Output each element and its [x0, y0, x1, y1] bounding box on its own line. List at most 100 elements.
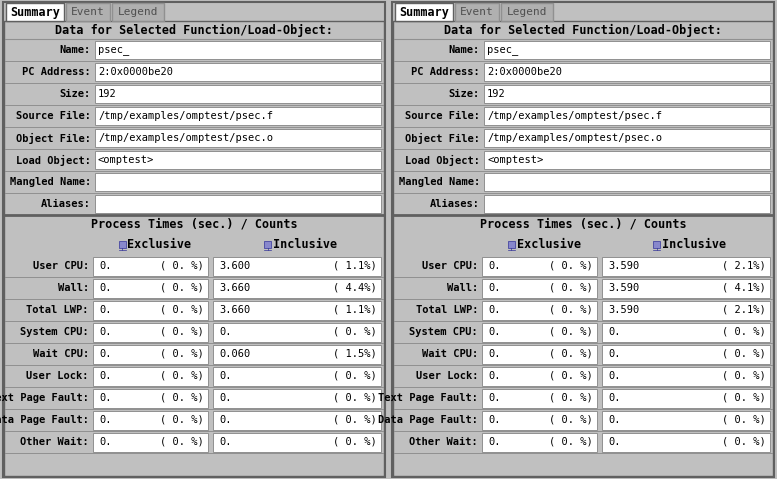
Bar — [93, 322, 208, 342]
Text: ( 0. %): ( 0. %) — [160, 261, 204, 271]
Text: 0.: 0. — [608, 349, 621, 359]
Text: 0.: 0. — [488, 371, 500, 381]
Text: Source File:: Source File: — [16, 111, 91, 121]
Bar — [482, 278, 597, 297]
Text: ( 0. %): ( 0. %) — [333, 393, 377, 403]
Text: ( 0. %): ( 0. %) — [333, 371, 377, 381]
Bar — [93, 366, 208, 386]
Bar — [482, 433, 597, 452]
Text: Object File:: Object File: — [16, 133, 91, 144]
Bar — [95, 195, 381, 213]
Bar — [213, 388, 381, 408]
Text: ( 0. %): ( 0. %) — [160, 415, 204, 425]
Text: Data Page Fault:: Data Page Fault: — [0, 415, 89, 425]
Text: psec_: psec_ — [487, 45, 518, 55]
Bar — [602, 300, 770, 319]
Bar — [602, 344, 770, 364]
Text: psec_: psec_ — [98, 45, 129, 55]
Text: ( 0. %): ( 0. %) — [160, 349, 204, 359]
Bar — [482, 322, 597, 342]
Text: Load Object:: Load Object: — [405, 155, 480, 166]
Text: 0.: 0. — [219, 393, 232, 403]
Text: Total LWP:: Total LWP: — [416, 305, 478, 315]
Bar — [602, 256, 770, 275]
Text: ( 0. %): ( 0. %) — [333, 327, 377, 337]
Bar — [93, 433, 208, 452]
Text: ( 0. %): ( 0. %) — [160, 437, 204, 447]
Bar — [95, 107, 381, 125]
Bar — [213, 278, 381, 297]
Text: ( 0. %): ( 0. %) — [549, 393, 593, 403]
Bar — [213, 344, 381, 364]
Text: System CPU:: System CPU: — [409, 327, 478, 337]
Text: 0.: 0. — [488, 415, 500, 425]
Bar — [93, 411, 208, 430]
Text: ( 0. %): ( 0. %) — [723, 415, 766, 425]
Text: 192: 192 — [487, 89, 506, 99]
Text: Event: Event — [460, 7, 494, 17]
Bar — [4, 21, 384, 476]
Bar — [119, 240, 126, 248]
Text: Wall:: Wall: — [57, 283, 89, 293]
Text: Event: Event — [71, 7, 105, 17]
Text: 0.: 0. — [219, 437, 232, 447]
Bar — [95, 129, 381, 147]
Bar — [95, 173, 381, 191]
Text: Name:: Name: — [449, 45, 480, 55]
Text: 0.: 0. — [219, 371, 232, 381]
Text: Data for Selected Function/Load-Object:: Data for Selected Function/Load-Object: — [55, 23, 333, 36]
Bar — [213, 366, 381, 386]
Text: 3.600: 3.600 — [219, 261, 250, 271]
Text: 0.: 0. — [99, 371, 112, 381]
Text: Data Page Fault:: Data Page Fault: — [378, 415, 478, 425]
Text: <omptest>: <omptest> — [98, 155, 155, 165]
Text: Source File:: Source File: — [405, 111, 480, 121]
Text: ( 0. %): ( 0. %) — [723, 349, 766, 359]
Text: Summary: Summary — [399, 5, 449, 19]
Bar — [484, 173, 770, 191]
Text: ( 0. %): ( 0. %) — [160, 327, 204, 337]
Text: ( 0. %): ( 0. %) — [549, 437, 593, 447]
Text: 3.590: 3.590 — [608, 261, 639, 271]
Bar — [93, 256, 208, 275]
Text: Mangled Name:: Mangled Name: — [399, 177, 480, 187]
Text: <omptest>: <omptest> — [487, 155, 543, 165]
Bar — [484, 107, 770, 125]
Text: Size:: Size: — [449, 89, 480, 99]
Text: 0.: 0. — [608, 393, 621, 403]
Text: 0.: 0. — [99, 415, 112, 425]
Text: ( 2.1%): ( 2.1%) — [723, 261, 766, 271]
Bar — [482, 300, 597, 319]
Text: 0.: 0. — [608, 371, 621, 381]
Text: 0.: 0. — [488, 305, 500, 315]
Text: ( 0. %): ( 0. %) — [549, 261, 593, 271]
Text: /tmp/examples/omptest/psec.o: /tmp/examples/omptest/psec.o — [98, 133, 273, 143]
Bar — [602, 388, 770, 408]
Text: 192: 192 — [98, 89, 117, 99]
Text: ( 0. %): ( 0. %) — [723, 371, 766, 381]
Text: Aliases:: Aliases: — [41, 199, 91, 209]
Bar — [213, 433, 381, 452]
Text: 0.: 0. — [99, 261, 112, 271]
Text: ( 4.4%): ( 4.4%) — [333, 283, 377, 293]
Bar — [482, 388, 597, 408]
Text: PC Address:: PC Address: — [23, 67, 91, 77]
Text: ( 2.1%): ( 2.1%) — [723, 305, 766, 315]
Text: ( 0. %): ( 0. %) — [723, 437, 766, 447]
Bar — [93, 300, 208, 319]
Text: Process Times (sec.) / Counts: Process Times (sec.) / Counts — [479, 217, 686, 230]
Bar — [602, 322, 770, 342]
Text: 0.: 0. — [219, 327, 232, 337]
Text: 0.: 0. — [99, 283, 112, 293]
Text: 2:0x0000be20: 2:0x0000be20 — [487, 67, 562, 77]
Text: Other Wait:: Other Wait: — [409, 437, 478, 447]
Bar — [93, 388, 208, 408]
Text: ( 0. %): ( 0. %) — [549, 349, 593, 359]
Text: User CPU:: User CPU: — [33, 261, 89, 271]
Bar — [93, 278, 208, 297]
Text: 3.660: 3.660 — [219, 283, 250, 293]
Text: 0.: 0. — [99, 305, 112, 315]
Text: ( 0. %): ( 0. %) — [160, 371, 204, 381]
Bar — [484, 129, 770, 147]
Text: Data for Selected Function/Load-Object:: Data for Selected Function/Load-Object: — [444, 23, 722, 36]
